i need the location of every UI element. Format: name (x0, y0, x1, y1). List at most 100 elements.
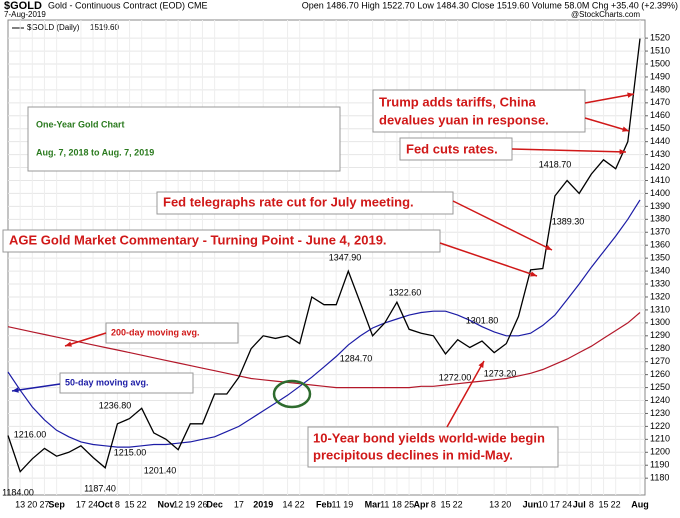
x-tick-label: Apr (413, 499, 429, 509)
x-tick-label: 11 (380, 499, 389, 509)
price-label: 1201.40 (144, 465, 177, 475)
title: Aug. 7, 2018 to Aug. 7, 2019 (36, 147, 154, 157)
y-tick-label: 1230 (650, 408, 670, 418)
y-tick-label: 1370 (650, 227, 670, 237)
title: One-Year Gold Chart (36, 119, 125, 129)
x-tick-label: 11 (331, 499, 340, 509)
arrow-head (619, 149, 626, 155)
arrow (64, 332, 107, 347)
x-tick-label: 8 (431, 499, 436, 509)
price-label: 1389.30 (552, 216, 585, 226)
price-label: 1418.70 (539, 159, 572, 169)
x-tick-label: Mar (365, 499, 382, 509)
price-label: 1215.00 (114, 447, 147, 457)
y-tick-label: 1270 (650, 356, 670, 366)
x-tick-label: 24 (562, 499, 572, 509)
arrow-head (65, 341, 72, 347)
callout: devalues yuan in response. (379, 112, 549, 127)
x-tick-label: 8 (115, 499, 120, 509)
price-label: 1236.80 (99, 400, 132, 410)
crossover-circle (272, 379, 312, 409)
y-tick-label: 1290 (650, 330, 670, 340)
y-tick-label: 1310 (650, 304, 670, 314)
y-tick-label: 1410 (650, 175, 670, 185)
y-tick-label: 1210 (650, 434, 670, 444)
callout: Fed cuts rates. (406, 141, 498, 156)
arrow-head (478, 361, 484, 368)
y-tick-label: 1330 (650, 278, 670, 288)
y-tick-label: 1380 (650, 214, 670, 224)
date: 7-Aug-2019 (4, 10, 46, 19)
x-tick-label: 13 (489, 499, 499, 509)
y-tick-label: 1400 (650, 188, 670, 198)
y-tick-label: 1490 (650, 71, 670, 81)
y-tick-label: 1220 (650, 421, 670, 431)
x-tick-label: 25 (404, 499, 414, 509)
series-line (7, 199, 641, 448)
y-tick-label: 1340 (650, 265, 670, 275)
x-tick-label: 2019 (253, 499, 273, 509)
arrow-head (12, 387, 19, 393)
price-label: 1216.00 (14, 429, 47, 439)
y-tick-label: 1420 (650, 162, 670, 172)
x-tick-label: Dec (206, 499, 223, 509)
price-label: 1322.60 (389, 287, 422, 297)
callout-box (372, 89, 586, 133)
x-tick-label: 19 (343, 499, 353, 509)
x-tick-label: 10 (538, 499, 548, 509)
x-tick-label: 15 (125, 499, 135, 509)
y-tick-label: 1280 (650, 343, 670, 353)
x-tick-label: 13 (15, 499, 25, 509)
x-tick-label: 22 (295, 499, 305, 509)
arrow (446, 360, 485, 428)
x-tick-label: 22 (453, 499, 463, 509)
y-tick-label: 1300 (650, 317, 670, 327)
callout-box (59, 372, 194, 394)
x-tick-label: Sep (48, 499, 65, 509)
callout: 10-Year bond yields world-wide begin (313, 430, 545, 445)
y-tick-label: 1360 (650, 240, 670, 250)
y-tick-label: 1190 (650, 460, 669, 470)
x-tick-label: 15 (441, 499, 451, 509)
quote: Open 1486.70 High 1522.70 Low 1484.30 Cl… (302, 0, 678, 10)
arrow (584, 93, 635, 104)
x-tick-label: Aug (631, 499, 649, 509)
x-tick-label: 22 (137, 499, 147, 509)
price-label: 1273.20 (484, 368, 517, 378)
callout: Fed telegraphs rate cut for July meeting… (163, 194, 414, 209)
x-tick-label: Nov (157, 499, 174, 509)
description: Gold - Continuous Contract (EOD) CME (48, 0, 208, 10)
x-tick-label: 19 (185, 499, 195, 509)
x-tick-label: Oct (98, 499, 113, 509)
series-line (7, 38, 641, 473)
price-label: 1184.00 (2, 487, 34, 497)
y-tick-label: 1460 (650, 110, 670, 120)
y-tick-label: 1480 (650, 84, 670, 94)
x-tick-label: Jun (523, 499, 539, 509)
arrow (584, 117, 630, 132)
price-label: 1187.40 (84, 483, 116, 493)
arrow-head (545, 244, 552, 250)
arrow (439, 242, 538, 277)
y-tick-label: 1440 (650, 136, 670, 146)
y-tick-label: 1250 (650, 382, 670, 392)
x-tick-label: Feb (316, 499, 333, 509)
x-tick-label: 22 (611, 499, 621, 509)
callout: precipitous declines in mid-May. (313, 447, 513, 462)
x-tick-label: 17 (76, 499, 86, 509)
y-tick-label: 1450 (650, 123, 670, 133)
price-label: 1272.00 (439, 372, 472, 382)
price-label: 1347.90 (329, 252, 362, 262)
arrow-head (627, 92, 634, 98)
title-box (27, 106, 341, 172)
ma-label: 50-day moving avg. (65, 377, 149, 387)
ma-label: 200-day moving avg. (111, 327, 200, 337)
y-tick-label: 1240 (650, 395, 670, 405)
y-tick-label: 1350 (650, 253, 670, 263)
arrow-head (622, 126, 629, 132)
series-line (7, 312, 641, 389)
x-tick-label: 27 (39, 499, 49, 509)
callout-box (307, 426, 559, 468)
callout: Trump adds tariffs, China (379, 94, 537, 109)
